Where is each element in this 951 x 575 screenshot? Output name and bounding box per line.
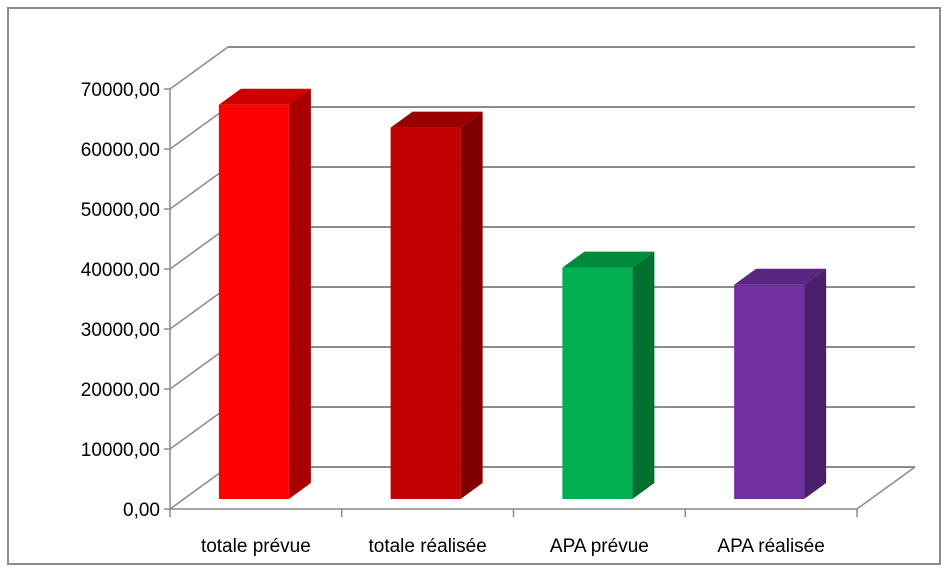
- gridline-diagonal: [169, 466, 229, 510]
- bar: [562, 251, 655, 499]
- y-tick-label: 70000,00: [81, 80, 160, 101]
- y-tick-label: 60000,00: [81, 140, 160, 161]
- gridline-diagonal: [169, 46, 229, 90]
- bar-front: [390, 127, 461, 500]
- bar: [734, 268, 827, 499]
- axis-layer: [164, 88, 858, 517]
- gridline-diagonal: [169, 346, 229, 390]
- bar-top: [562, 251, 655, 268]
- y-tick-label: 30000,00: [81, 320, 160, 341]
- bar-side: [632, 251, 655, 499]
- bar-side: [288, 88, 311, 499]
- gridline-diagonal: [169, 226, 229, 270]
- bar-front: [734, 284, 805, 499]
- gridline-diagonal: [169, 406, 229, 450]
- bar-side: [804, 268, 827, 499]
- floor-edge: [856, 466, 916, 510]
- bar-layer: [218, 88, 827, 500]
- y-tick-label: 50000,00: [81, 200, 160, 221]
- y-tick-label: 40000,00: [81, 260, 160, 281]
- x-tick-label: APA prévue: [550, 536, 649, 557]
- x-tick-label: totale réalisée: [368, 536, 486, 557]
- bar-side: [460, 111, 483, 500]
- x-tick-label: totale prévue: [201, 536, 311, 557]
- y-tick-label: 20000,00: [81, 380, 160, 401]
- y-tick-label: 10000,00: [81, 440, 160, 461]
- bar-chart: 0,00 10000,00 20000,00 30000,00 40000,00 5000…: [81, 46, 916, 557]
- bar-top: [218, 88, 311, 105]
- gridline-diagonal: [169, 106, 229, 150]
- bar-top: [734, 268, 827, 285]
- bar-front: [562, 267, 633, 499]
- chart-frame: 0,00 10000,00 20000,00 30000,00 40000,00 5000…: [7, 7, 941, 565]
- bar-front: [218, 104, 289, 499]
- x-tick-label: APA réalisée: [717, 536, 824, 557]
- bar: [390, 111, 483, 500]
- bar-top: [390, 111, 483, 128]
- label-layer: 0,00 10000,00 20000,00 30000,00 40000,00 5000…: [81, 80, 825, 557]
- gridline-diagonal: [169, 286, 229, 330]
- bar: [218, 88, 311, 499]
- gridline-diagonal: [169, 166, 229, 210]
- y-tick-label: 0,00: [123, 500, 160, 521]
